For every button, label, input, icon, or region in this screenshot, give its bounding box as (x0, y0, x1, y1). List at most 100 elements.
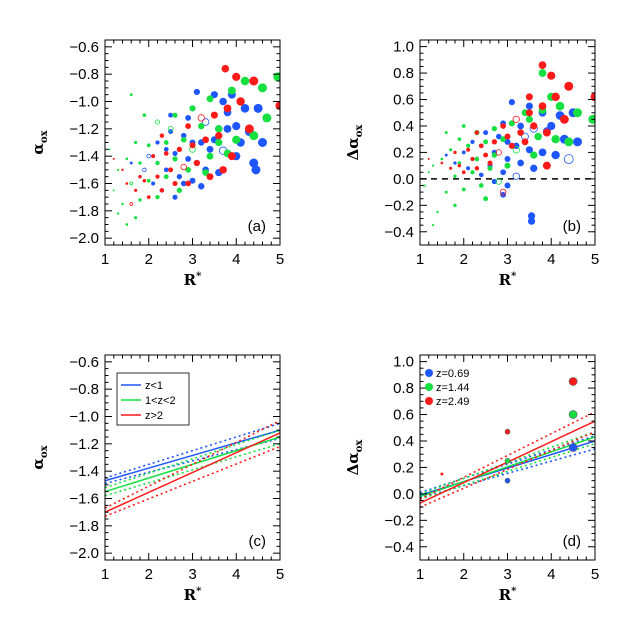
y-tick-label: −2.0 (69, 545, 99, 562)
x-axis-label-main: R (499, 586, 512, 604)
scatter-point-green (112, 189, 115, 192)
y-tick-label: −0.8 (69, 66, 99, 83)
scatter-point-red (470, 156, 475, 162)
scatter-point-blue (168, 112, 174, 118)
scatter-point-blue (461, 150, 466, 155)
plot-area (108, 64, 280, 226)
scatter-point-green (189, 105, 196, 112)
scatter-point-blue (517, 159, 524, 167)
scatter-point-green (129, 181, 134, 186)
legend-label: z=0.69 (436, 368, 469, 380)
scatter-point-blue (530, 164, 538, 172)
scatter-point-red (427, 158, 430, 161)
scatter-point-red (197, 114, 205, 122)
scatter-point-green (444, 131, 448, 135)
x-axis-label-sup: * (511, 271, 517, 282)
scatter-point-red (168, 167, 174, 173)
scatter-point-red (129, 202, 134, 206)
scatter-point-green (431, 224, 435, 227)
scatter-point-red (232, 72, 241, 81)
scatter-point-blue (504, 182, 511, 189)
plot-area (420, 61, 595, 227)
scatter-point-green (198, 122, 205, 130)
scatter-point-green (258, 83, 267, 93)
x-tick-label: 2 (460, 566, 468, 583)
x-tick-label: 5 (591, 566, 599, 583)
scatter-point-blue (538, 148, 547, 157)
scatter-point-blue (527, 212, 536, 220)
scatter-point-red (499, 188, 507, 196)
scatter-point-green (227, 86, 236, 95)
scatter-point-blue (185, 115, 192, 121)
y-tick-label: −0.8 (69, 381, 99, 398)
legend: z=0.69 z=1.44 z=2.49 (425, 368, 469, 408)
y-tick-label: −0.4 (384, 224, 414, 241)
y-axis-label-sub: ox (354, 439, 365, 453)
y-tick-label: 0.0 (393, 486, 414, 503)
scatter-point-blue (185, 156, 192, 162)
scatter-point-green (262, 113, 272, 123)
scatter-point-blue (232, 122, 241, 131)
y-axis-label-main: α (29, 458, 47, 470)
scatter-point-green (491, 152, 498, 158)
scatter-point-blue (527, 217, 536, 225)
scatter-point-red (521, 138, 529, 146)
scatter-point-green (146, 178, 151, 183)
scatter-point-blue (163, 146, 169, 152)
upper-bound-line-green (420, 430, 595, 495)
scatter-point-green (206, 95, 214, 103)
y-tick-label: 1.0 (393, 354, 414, 371)
scatter-point-blue (129, 161, 133, 165)
scatter-point-green (508, 120, 515, 127)
y-tick-label: 0.8 (393, 65, 414, 82)
scatter-point-blue (491, 178, 498, 185)
legend: z<1 1<z<2 z>2 (116, 372, 190, 426)
scatter-point-blue (525, 102, 533, 110)
panel-b: 1 2 3 4 5 −0.4 −0.2 0.0 0.2 0.4 0.6 0.8 1.0 R* Δαox (b) (344, 39, 599, 289)
x-tick-label: 1 (101, 566, 109, 583)
x-tick-label: 2 (145, 251, 153, 268)
scatter-point-red (530, 122, 538, 130)
fit-line-blue (105, 429, 280, 482)
scatter-point-green (167, 125, 174, 132)
scatter-point-red (244, 124, 254, 134)
scatter-point-green (440, 157, 444, 161)
y-tick-label: 0.2 (393, 144, 414, 161)
panel-label: (a) (248, 218, 266, 235)
y-tick-label: −0.6 (69, 39, 99, 56)
x-tick-label: 5 (591, 251, 599, 268)
binned-point-red (504, 428, 511, 435)
scatter-point-red (151, 154, 156, 159)
scatter-point-green (530, 151, 538, 159)
scatter-point-blue (176, 173, 183, 180)
scatter-point-green (483, 196, 489, 202)
scatter-point-blue (444, 153, 448, 157)
scatter-point-green (453, 203, 457, 208)
y-tick-label: −0.2 (384, 512, 414, 529)
scatter-point-blue (466, 166, 471, 171)
scatter-point-blue (151, 181, 156, 186)
y-tick-label: −1.4 (69, 463, 99, 480)
legend-label: z<1 (145, 380, 163, 392)
scatter-point-green (134, 140, 138, 145)
scatter-point-red (185, 180, 192, 187)
scatter-point-green (512, 146, 520, 154)
panel-c: 1 2 3 4 5 −2.0 −1.8 −1.6 −1.4 −1.2 −1.0 −0.8 −0.6 R* α… (29, 354, 284, 604)
x-tick-label: 4 (232, 251, 240, 268)
scatter-point-red (121, 168, 124, 172)
scatter-point-green (470, 170, 475, 175)
scatter-point-blue (517, 122, 524, 130)
x-tick-label: 1 (101, 251, 109, 268)
scatter-point-green (444, 190, 448, 194)
x-tick-label: 4 (547, 566, 555, 583)
scatter-point-blue (573, 137, 582, 147)
scatter-point-blue (142, 167, 147, 173)
scatter-point-red (457, 163, 462, 168)
scatter-point-blue (478, 172, 484, 178)
scatter-point-blue (240, 104, 250, 113)
y-tick-label: −1.8 (69, 518, 99, 535)
binned-point-red (568, 377, 578, 386)
scatter-point-green (125, 223, 129, 226)
scatter-point-green (121, 202, 124, 206)
binned-point-green (568, 410, 578, 419)
